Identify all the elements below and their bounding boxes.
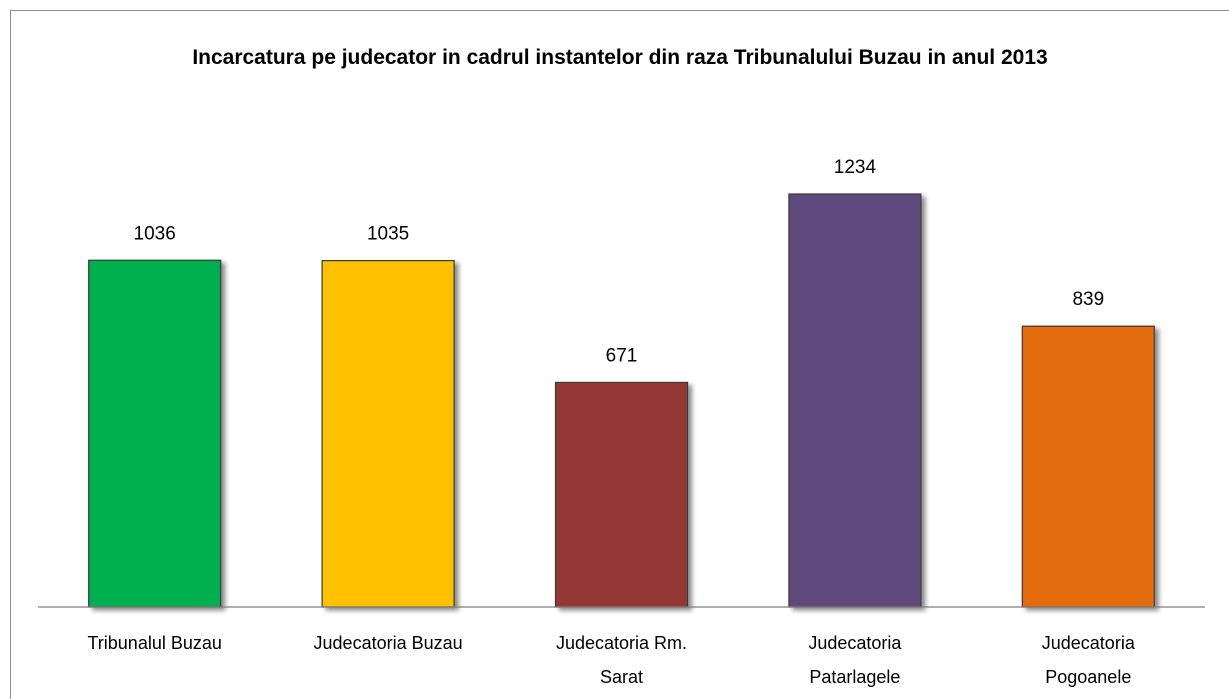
x-tick-label: Tribunalul Buzau: [87, 633, 222, 653]
bar: [321, 260, 455, 608]
x-tick-label: Judecatoria Patarlagele: [808, 633, 902, 687]
bar: [1021, 325, 1155, 608]
value-label: 671: [606, 345, 638, 366]
x-tick-label: Judecatoria Pogoanele: [1041, 633, 1135, 687]
value-label: 839: [1072, 289, 1104, 310]
chart-frame: [10, 10, 1229, 699]
chart-title: Incarcatura pe judecator in cadrul insta…: [192, 46, 1048, 69]
bar: [88, 259, 222, 608]
bar: [554, 381, 689, 608]
bar: [788, 193, 922, 608]
value-label: 1036: [134, 223, 176, 244]
x-tick-label: Judecatoria Rm. Sarat: [555, 633, 688, 687]
x-tick-label: Judecatoria Buzau: [313, 633, 463, 653]
value-label: 1234: [834, 157, 877, 178]
value-label: 1035: [367, 224, 409, 245]
